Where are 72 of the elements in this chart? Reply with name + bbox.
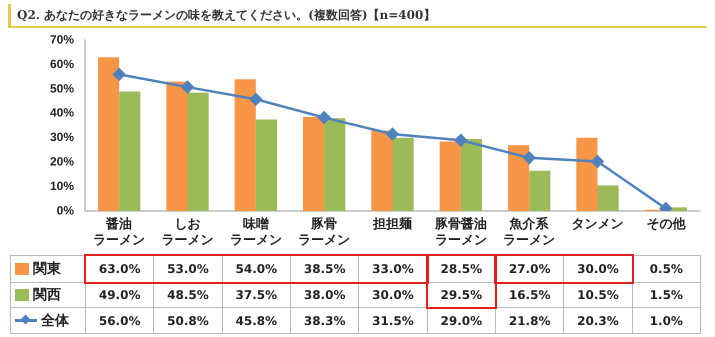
- x-tick-label: 魚介系ラーメン: [502, 217, 556, 249]
- data-label: 31.5%: [358, 307, 428, 334]
- bar: [302, 117, 324, 211]
- data-label: 38.0%: [290, 282, 360, 308]
- x-tick-label: タンメン: [570, 217, 624, 233]
- x-tick-label: 醤油ラーメン: [92, 217, 146, 249]
- x-tick-label: 豚骨醤油ラーメン: [434, 217, 488, 249]
- bar: [508, 145, 530, 211]
- bar: [460, 139, 482, 211]
- x-tick-label: しおラーメン: [160, 217, 214, 249]
- point: [250, 93, 262, 106]
- point: [522, 152, 536, 164]
- point: [454, 134, 468, 146]
- bar: [188, 92, 209, 211]
- legend-label: 関西: [33, 286, 61, 304]
- y-tick-label: 40%: [50, 106, 74, 120]
- x-tick-label: 味噌ラーメン: [228, 217, 283, 249]
- data-label: 50.8%: [153, 307, 223, 334]
- point: [181, 80, 194, 94]
- y-tick-label: 0%: [56, 203, 74, 218]
- bar: [392, 138, 414, 211]
- data-label: 53.0%: [153, 255, 223, 283]
- data-label: 56.0%: [85, 307, 154, 334]
- bar: [371, 130, 392, 211]
- y-tick-label: 20%: [50, 154, 74, 169]
- chart-title: Q2. あなたの好きなラーメンの味を教えてください。(複数回答)【n=400】: [8, 4, 707, 28]
- bar: [576, 138, 598, 211]
- data-label: 49.0%: [85, 282, 154, 308]
- data-label: 38.3%: [290, 307, 360, 334]
- bar: [98, 57, 120, 211]
- data-label: 16.5%: [495, 282, 564, 308]
- data-label: 45.8%: [222, 307, 291, 334]
- bar: [324, 118, 346, 211]
- data-label: 33.0%: [358, 255, 428, 283]
- point: [318, 111, 330, 124]
- data-label: 30.0%: [563, 255, 633, 283]
- data-label: 1.5%: [632, 282, 701, 308]
- y-tick-label: 30%: [50, 130, 74, 144]
- data-label: 27.0%: [495, 255, 564, 283]
- bar: [234, 79, 256, 211]
- data-label: 1.0%: [632, 307, 701, 334]
- data-label: 10.5%: [563, 282, 633, 308]
- data-label: 48.5%: [153, 282, 223, 308]
- data-label: 29.0%: [426, 307, 496, 334]
- data-label: 20.3%: [563, 307, 633, 334]
- bar: [598, 185, 619, 211]
- x-tick-label: 豚骨ラーメン: [297, 217, 352, 249]
- y-tick-label: 10%: [50, 178, 74, 193]
- bar: [256, 120, 278, 211]
- y-tick-label: 70%: [50, 32, 74, 47]
- legend-label: 全体: [41, 312, 69, 330]
- data-label: 30.0%: [358, 282, 428, 308]
- data-label: 21.8%: [495, 307, 564, 334]
- point: [112, 68, 126, 81]
- data-label: 38.5%: [290, 255, 360, 283]
- data-label: 29.5%: [426, 282, 496, 308]
- x-tick-label: 担担麺: [372, 217, 413, 233]
- y-tick-label: 50%: [50, 81, 74, 96]
- data-label: 63.0%: [85, 255, 154, 283]
- data-label: 28.5%: [426, 255, 496, 283]
- bar: [119, 91, 140, 211]
- data-label: 54.0%: [222, 255, 291, 283]
- bar: [440, 141, 461, 211]
- bar: [166, 82, 188, 211]
- point: [591, 155, 604, 168]
- point: [386, 128, 399, 140]
- legend-label: 関東: [33, 260, 61, 278]
- x-tick-label: その他: [645, 217, 687, 233]
- y-tick-label: 60%: [50, 56, 74, 71]
- data-label: 37.5%: [222, 282, 291, 308]
- data-label: 0.5%: [632, 255, 701, 283]
- bar: [529, 170, 550, 211]
